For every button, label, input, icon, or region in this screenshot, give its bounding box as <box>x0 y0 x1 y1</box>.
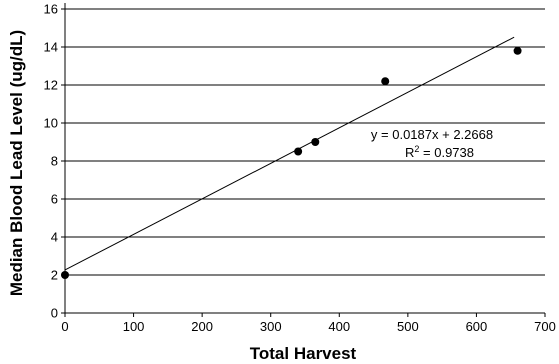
data-point-2 <box>294 147 303 156</box>
data-points <box>61 46 522 279</box>
r-squared-value: = 0.9738 <box>419 145 474 160</box>
y-tick-label-14: 14 <box>44 40 58 55</box>
trendline <box>64 36 515 271</box>
y-tick-label-10: 10 <box>44 116 58 131</box>
y-tick-label-4: 4 <box>51 230 58 245</box>
r-squared-label: R2 = 0.9738 <box>405 144 474 160</box>
r-squared-exponent: 2 <box>414 144 419 154</box>
tick-labels: 0 2 4 6 8 10 12 14 16 0 100 200 300 400 500 600 700 <box>44 2 556 335</box>
x-tick-label-400: 400 <box>328 319 350 334</box>
r-squared-prefix: R <box>405 145 414 160</box>
y-tick-label-2: 2 <box>51 268 58 283</box>
x-tick-label-700: 700 <box>534 319 556 334</box>
data-point-3 <box>311 138 320 146</box>
trendline-equation: y = 0.0187x + 2.2668 <box>371 127 493 142</box>
x-tick-label-200: 200 <box>191 319 213 334</box>
y-tick-label-12: 12 <box>44 78 58 93</box>
gridlines <box>65 8 545 276</box>
y-tick-label-0: 0 <box>51 306 58 321</box>
y-axis-title: Median Blood Lead Level (ug/dL) <box>7 30 26 296</box>
y-tick-label-8: 8 <box>51 154 58 169</box>
trendline-group <box>64 36 515 271</box>
x-tick-label-600: 600 <box>466 319 488 334</box>
trendline-annotation: y = 0.0187x + 2.2668 R2 = 0.9738 <box>371 127 493 160</box>
data-point-5 <box>513 46 522 55</box>
x-tick-label-100: 100 <box>123 319 145 334</box>
x-tick-label-0: 0 <box>61 319 68 334</box>
y-tick-label-16: 16 <box>44 2 58 17</box>
x-tick-label-300: 300 <box>260 319 282 334</box>
x-tick-label-500: 500 <box>397 319 419 334</box>
y-tick-label-6: 6 <box>51 192 58 207</box>
x-axis-title: Total Harvest <box>250 344 357 363</box>
data-point-4 <box>381 77 390 86</box>
data-point-1 <box>61 271 69 279</box>
axes <box>61 3 546 317</box>
